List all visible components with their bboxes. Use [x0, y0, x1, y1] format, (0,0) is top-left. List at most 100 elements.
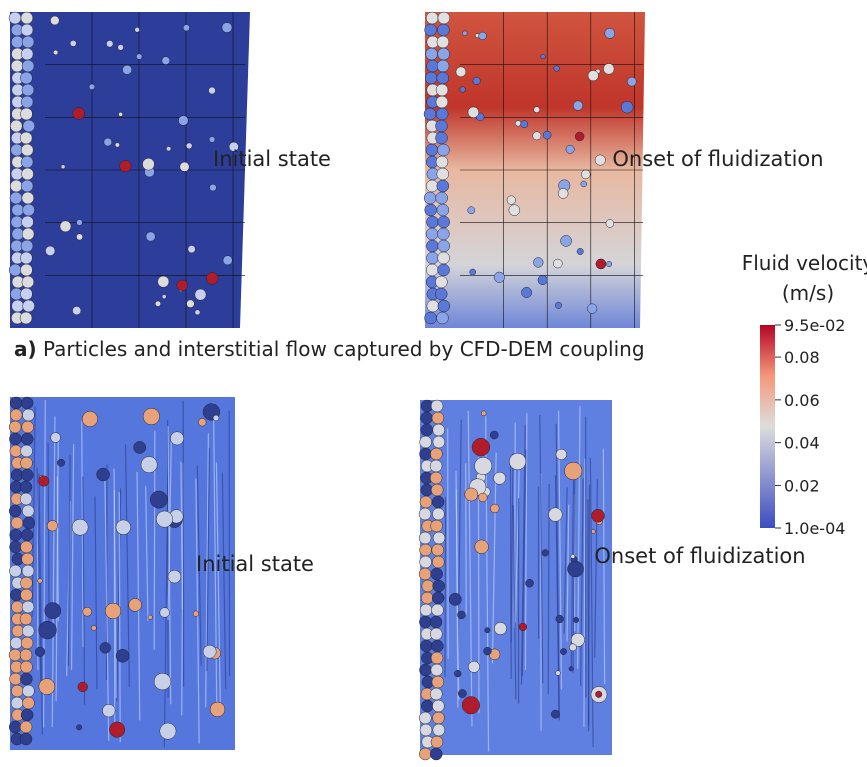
- particle: [430, 628, 442, 640]
- particle: [419, 568, 431, 580]
- streak: [510, 457, 511, 679]
- particle: [209, 137, 215, 143]
- particle: [555, 302, 561, 308]
- particle: [426, 228, 438, 240]
- particle: [91, 625, 96, 630]
- particle: [437, 180, 449, 192]
- particle: [97, 468, 110, 481]
- particle: [11, 216, 23, 228]
- particle: [606, 261, 612, 267]
- particle: [432, 412, 444, 424]
- particle: [596, 259, 606, 269]
- particle: [494, 272, 505, 283]
- particle: [490, 504, 499, 513]
- particle: [515, 121, 521, 127]
- particle: [431, 652, 443, 664]
- particle: [11, 144, 23, 156]
- particle: [426, 264, 438, 276]
- particle: [22, 84, 34, 96]
- particle: [457, 611, 465, 619]
- particle: [22, 601, 34, 613]
- particle: [9, 721, 21, 733]
- particle: [581, 181, 587, 187]
- particle: [45, 246, 55, 256]
- particle: [569, 644, 576, 651]
- particle: [481, 411, 486, 416]
- particle: [551, 710, 559, 718]
- particle: [427, 300, 439, 312]
- particle: [78, 682, 88, 692]
- particle: [564, 462, 582, 480]
- particle: [494, 622, 506, 634]
- particle: [21, 445, 33, 457]
- particle: [438, 48, 450, 60]
- particle: [431, 736, 443, 748]
- particle: [20, 264, 32, 276]
- particle: [595, 691, 601, 697]
- particle: [430, 472, 442, 484]
- particle: [21, 12, 33, 24]
- particle: [178, 116, 188, 126]
- particle: [20, 649, 32, 661]
- particle: [472, 438, 490, 456]
- particle: [39, 678, 55, 694]
- particle: [438, 252, 450, 264]
- particle: [621, 101, 633, 113]
- particle: [568, 561, 584, 577]
- particle: [209, 87, 216, 94]
- particle: [509, 205, 520, 216]
- particle: [556, 615, 564, 623]
- particle: [22, 409, 34, 421]
- particle: [116, 649, 129, 662]
- particle: [433, 580, 445, 592]
- particle: [436, 84, 448, 96]
- particle: [22, 36, 34, 48]
- particle: [193, 611, 199, 617]
- particle: [21, 637, 33, 649]
- particle: [420, 664, 432, 676]
- particle: [10, 192, 22, 204]
- particle: [39, 621, 57, 639]
- particle: [493, 472, 505, 484]
- particle: [50, 16, 59, 25]
- particle: [23, 120, 35, 132]
- particle: [21, 240, 33, 252]
- particle: [485, 628, 490, 633]
- particle: [533, 132, 541, 140]
- particle: [426, 180, 438, 192]
- particle: [70, 40, 76, 46]
- particle: [468, 661, 479, 672]
- particle: [588, 70, 598, 80]
- particle: [158, 276, 169, 287]
- particle: [160, 723, 176, 739]
- particle: [479, 32, 487, 40]
- particle: [475, 540, 489, 554]
- particle: [577, 248, 583, 254]
- particle: [10, 541, 22, 553]
- particle: [419, 616, 431, 628]
- particle: [430, 688, 442, 700]
- particle: [425, 204, 437, 216]
- particle: [433, 424, 445, 436]
- particle: [420, 604, 432, 616]
- particle: [9, 421, 21, 433]
- particle: [210, 702, 225, 717]
- particle: [468, 207, 475, 214]
- particle: [22, 421, 34, 433]
- particle: [146, 232, 155, 241]
- caption-label: a): [14, 337, 37, 361]
- particle: [23, 697, 35, 709]
- colorbar-title: Fluid velocity: [742, 251, 867, 275]
- particle: [603, 64, 614, 75]
- particle: [470, 269, 476, 275]
- particle: [23, 300, 35, 312]
- particle: [213, 415, 219, 421]
- particle: [421, 412, 433, 424]
- panel-label: Initial state: [196, 552, 314, 576]
- particle: [627, 77, 636, 86]
- particle: [438, 264, 450, 276]
- particle: [436, 108, 448, 120]
- streak: [445, 497, 446, 677]
- particle: [22, 553, 34, 565]
- particle: [119, 112, 123, 116]
